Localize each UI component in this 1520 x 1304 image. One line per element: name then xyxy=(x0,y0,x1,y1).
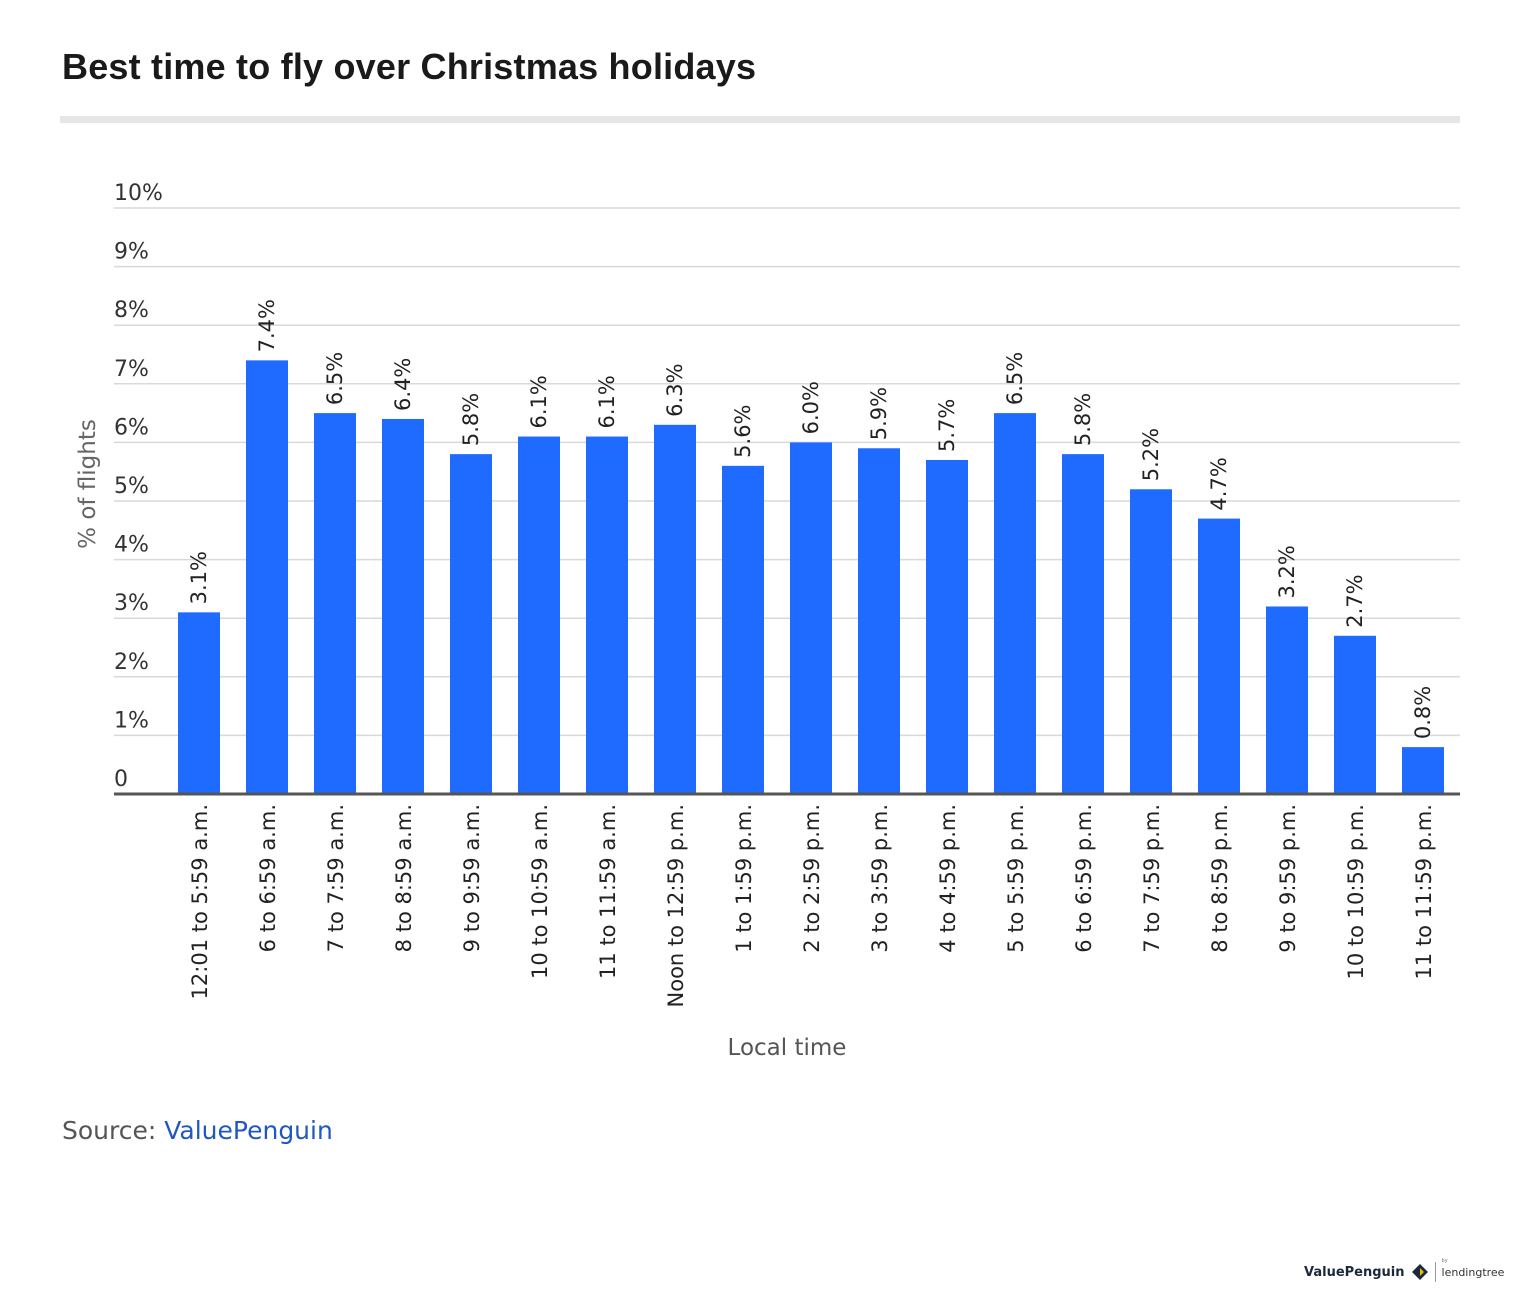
logo-by-text: by xyxy=(1441,1257,1448,1264)
bar xyxy=(382,418,424,794)
bar xyxy=(314,413,356,794)
x-tick-label: 11 to 11:59 a.m. xyxy=(596,804,620,979)
lendingtree-logo-text: by lendingtree xyxy=(1441,1258,1505,1279)
x-tick-label: 10 to 10:59 p.m. xyxy=(1344,804,1368,980)
penguin-diamond-icon xyxy=(1411,1264,1428,1280)
x-tick-label: 7 to 7:59 a.m. xyxy=(324,804,348,952)
value-label: 5.6% xyxy=(731,404,755,457)
source-note: Source: ValuePenguin xyxy=(62,1116,333,1145)
y-axis-label: % of flights xyxy=(75,419,101,549)
bar xyxy=(246,360,288,794)
bar xyxy=(1130,489,1172,794)
source-label: Source: xyxy=(62,1116,157,1145)
bar xyxy=(178,612,220,794)
value-label: 6.1% xyxy=(527,375,551,428)
x-axis-label: Local time xyxy=(728,1035,847,1061)
bar xyxy=(926,459,968,794)
bar xyxy=(790,442,832,794)
value-label: 7.4% xyxy=(255,299,279,352)
value-label: 6.3% xyxy=(663,363,687,416)
source-link[interactable]: ValuePenguin xyxy=(164,1116,333,1145)
bar xyxy=(518,436,560,794)
bar xyxy=(1198,518,1240,794)
value-label: 3.2% xyxy=(1275,545,1299,598)
y-tick-label: 5% xyxy=(114,474,149,499)
value-label: 6.5% xyxy=(1003,352,1027,405)
value-label: 2.7% xyxy=(1343,574,1367,627)
x-tick-label: 6 to 6:59 a.m. xyxy=(256,804,280,952)
x-tick-label: Noon to 12:59 p.m. xyxy=(664,804,688,1007)
value-label: 5.8% xyxy=(1071,393,1095,446)
x-tick-label: 10 to 10:59 a.m. xyxy=(528,804,552,979)
y-tick-label: 10% xyxy=(114,181,163,206)
value-label: 5.9% xyxy=(867,387,891,440)
x-tick-label: 12:01 to 5:59 a.m. xyxy=(188,804,212,999)
value-label: 6.4% xyxy=(391,358,415,411)
value-labels: 3.1% 7.4% 6.5% 6.4% 5.8% 6.1% 6.1% 6.3% 5.6% 6.0%… xyxy=(187,299,1435,739)
bar xyxy=(1266,606,1308,794)
y-tick-label: 3% xyxy=(114,591,149,616)
bar-chart: 0 1% 2% 3% 4% 5% 6% 7% 8% 9% 10% 3.1% 7.4% 6.5% 6.4% 5… xyxy=(75,181,1460,1061)
y-tick-label: 0 xyxy=(114,767,128,792)
bar xyxy=(722,465,764,794)
value-label: 6.0% xyxy=(799,381,823,434)
title-divider xyxy=(60,116,1460,123)
x-tick-label: 5 to 5:59 p.m. xyxy=(1004,804,1028,953)
y-tick-label: 8% xyxy=(114,298,149,323)
valuepenguin-logo-text: ValuePenguin xyxy=(1304,1264,1405,1280)
x-tick-label: 3 to 3:59 p.m. xyxy=(868,804,892,953)
y-tick-label: 6% xyxy=(114,415,149,440)
x-tick-label: 4 to 4:59 p.m. xyxy=(936,804,960,953)
x-tick-label: 9 to 9:59 a.m. xyxy=(460,804,484,952)
y-tick-label: 4% xyxy=(114,533,149,558)
bar-series xyxy=(178,360,1444,794)
bar xyxy=(1402,747,1444,794)
x-tick-label: 1 to 1:59 p.m. xyxy=(732,804,756,953)
x-tick-label: 7 to 7:59 p.m. xyxy=(1140,804,1164,953)
value-label: 3.1% xyxy=(187,551,211,604)
value-label: 5.7% xyxy=(935,399,959,452)
bar xyxy=(1334,635,1376,794)
bar xyxy=(450,454,492,794)
y-tick-label: 7% xyxy=(114,357,149,382)
logo-separator xyxy=(1434,1262,1436,1282)
footer-logo: ValuePenguin by lendingtree xyxy=(1304,1258,1505,1282)
y-axis-ticks: 0 1% 2% 3% 4% 5% 6% 7% 8% 9% 10% xyxy=(114,181,163,792)
x-tick-label: 8 to 8:59 p.m. xyxy=(1208,804,1232,953)
y-tick-label: 2% xyxy=(114,650,149,675)
bar xyxy=(654,424,696,794)
value-label: 6.5% xyxy=(323,352,347,405)
value-label: 4.7% xyxy=(1207,457,1231,510)
y-tick-label: 9% xyxy=(114,240,149,265)
value-label: 6.1% xyxy=(595,375,619,428)
lendingtree-wordmark: lendingtree xyxy=(1441,1265,1505,1279)
x-tick-label: 11 to 11:59 p.m. xyxy=(1412,804,1436,980)
x-tick-label: 6 to 6:59 p.m. xyxy=(1072,804,1096,953)
x-tick-label: 2 to 2:59 p.m. xyxy=(800,804,824,953)
x-tick-label: 9 to 9:59 p.m. xyxy=(1276,804,1300,953)
y-tick-label: 1% xyxy=(114,708,149,733)
value-label: 0.8% xyxy=(1411,686,1435,739)
bar xyxy=(858,448,900,794)
value-label: 5.8% xyxy=(459,393,483,446)
value-label: 5.2% xyxy=(1139,428,1163,481)
bar xyxy=(586,436,628,794)
bar xyxy=(1062,454,1104,794)
chart-title: Best time to fly over Christmas holidays xyxy=(62,46,757,87)
x-axis-ticks: 12:01 to 5:59 a.m. 6 to 6:59 a.m. 7 to 7:5… xyxy=(188,804,1436,1007)
bar xyxy=(994,413,1036,794)
x-tick-label: 8 to 8:59 a.m. xyxy=(392,804,416,952)
